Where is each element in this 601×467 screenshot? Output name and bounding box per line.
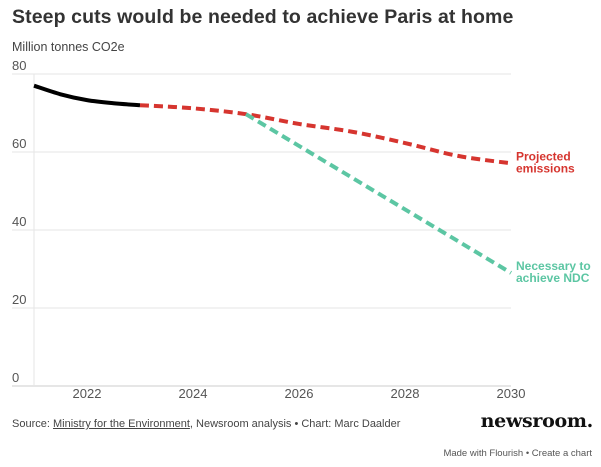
series-lines <box>33 83 513 275</box>
made-with-flourish-link[interactable]: Made with Flourish <box>443 448 524 459</box>
ndc-pathway-line <box>244 112 513 275</box>
x-tick-label: 2024 <box>179 386 208 401</box>
flourish-footer: Made with Flourish • Create a chart <box>443 448 592 459</box>
x-tick-label: 2030 <box>497 386 526 401</box>
x-tick-label: 2026 <box>285 386 314 401</box>
y-axis-ticks: 0 20 40 60 80 <box>12 58 26 385</box>
series-label-line: Necessary to <box>516 259 591 273</box>
y-tick-label: 40 <box>12 214 26 229</box>
series-label-line: emissions <box>516 161 575 175</box>
source-prefix: Source: <box>12 418 50 430</box>
series-labels: Projected emissions Necessary to achieve ND… <box>516 149 591 285</box>
footer-separator: • <box>525 448 530 459</box>
grid-lines <box>12 73 511 387</box>
x-tick-label: 2028 <box>391 386 420 401</box>
projected-emissions-line <box>139 103 512 166</box>
x-axis-ticks: 2022 2024 2026 2028 2030 <box>73 386 526 401</box>
y-tick-label: 60 <box>12 136 26 151</box>
ndc-pathway-label: Necessary to achieve NDC <box>516 259 591 285</box>
source-note: Source: Ministry for the Environment, Ne… <box>12 418 400 430</box>
historical-emissions-line <box>33 83 141 108</box>
series-label-line: Projected <box>516 149 571 163</box>
y-tick-label: 20 <box>12 292 26 307</box>
y-axis-unit-label: Million tonnes CO2e <box>12 40 125 54</box>
y-tick-label: 0 <box>12 370 19 385</box>
ministry-link[interactable]: Ministry for the Environment <box>52 418 190 430</box>
x-tick-label: 2022 <box>73 386 102 401</box>
projected-emissions-label: Projected emissions <box>516 149 575 175</box>
series-label-line: achieve NDC <box>516 271 590 285</box>
chart-title: Steep cuts would be needed to achieve Pa… <box>12 6 514 28</box>
create-chart-link[interactable]: Create a chart <box>531 448 592 459</box>
source-rest: , Newsroom analysis • Chart: Marc Daalde… <box>189 418 401 430</box>
newsroom-logo[interactable]: newsroom. <box>480 410 594 432</box>
y-tick-label: 80 <box>12 58 26 73</box>
